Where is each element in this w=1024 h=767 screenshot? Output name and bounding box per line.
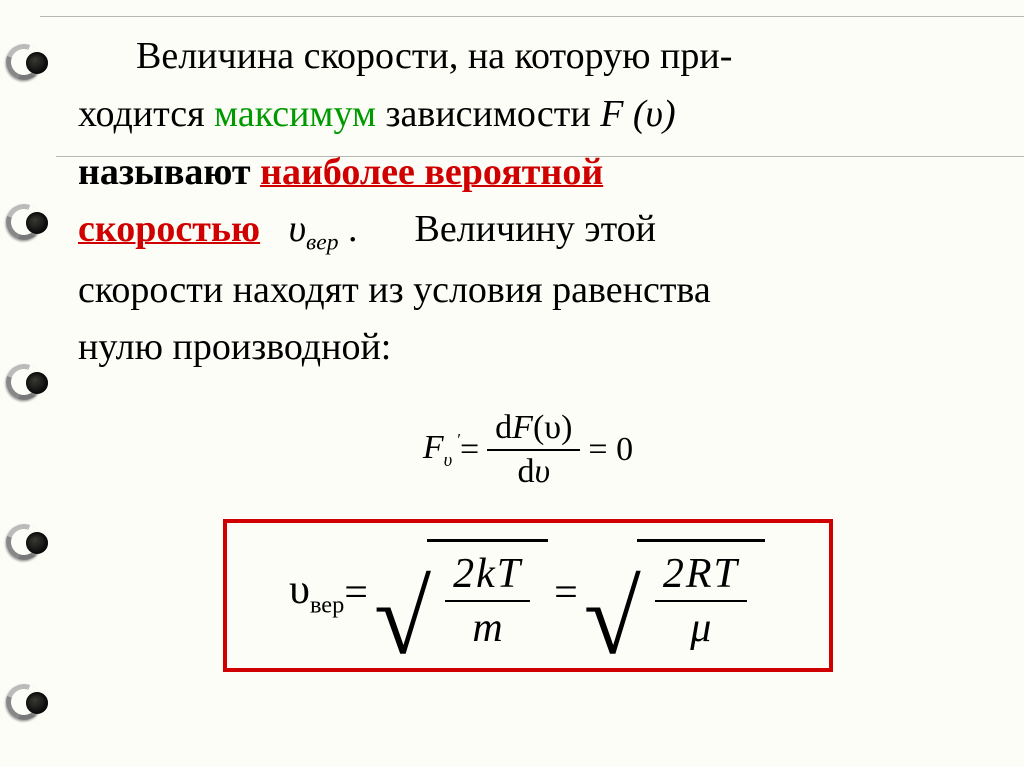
eq1-fraction: dF(υ) dυ (487, 407, 580, 493)
eq1-num-d: d (495, 409, 512, 446)
text-p3: скорости находят из условия равенства (78, 269, 711, 311)
eq1-num-F: F (512, 409, 533, 446)
equation-derivative: Fυ′ = dF(υ) dυ = 0 (78, 407, 978, 493)
paragraph: Величина скорости, на которую при- ходит… (78, 28, 978, 377)
eq2-sqrt1-num: 2kT (445, 548, 530, 600)
eq1-den-d: d (517, 453, 534, 490)
eq1-equals: = (460, 431, 479, 469)
eq2-sqrt2: √ 2RT μ (584, 531, 765, 654)
eq2-sqrt2-den: μ (682, 602, 719, 654)
eq2-equals2: = (554, 569, 578, 617)
eq2-sqrt1-den: m (464, 602, 510, 654)
eq1-rhs: = 0 (588, 431, 633, 469)
eq2-sqrt2-num: 2RT (655, 548, 747, 600)
text-line1a: Величина скорости, на которую при- (136, 35, 732, 77)
text-p2b: . Величину этой (338, 208, 656, 250)
term-line1: наиболее вероятной (260, 151, 603, 193)
equation-box: υвер = √ 2kT m = √ 2RT μ (223, 519, 833, 672)
slide-content: Величина скорости, на которую при- ходит… (78, 28, 978, 672)
term-line2: скоростью (78, 208, 260, 250)
symbol-Fv: F (υ) (600, 93, 675, 135)
text-maximum: максимум (214, 93, 376, 135)
text-line1b: ходится (78, 93, 214, 135)
eq1-num-arg: (υ) (533, 409, 572, 446)
eq2-equals1: = (344, 569, 368, 617)
separator-top (40, 16, 1024, 17)
symbol-v-ver: υвер (289, 208, 339, 250)
binder-rings (0, 0, 56, 767)
eq1-sub: υ (444, 450, 453, 471)
text-p4: нулю производной: (78, 326, 391, 368)
text-nazyvayut: называют (78, 151, 260, 193)
eq1-F: F (423, 429, 444, 466)
eq1-den-v: υ (534, 453, 550, 490)
eq2-sqrt1: √ 2kT m (374, 531, 548, 654)
eq2-lhs: υвер (289, 566, 344, 619)
text-line1c: зависимости (376, 93, 600, 135)
